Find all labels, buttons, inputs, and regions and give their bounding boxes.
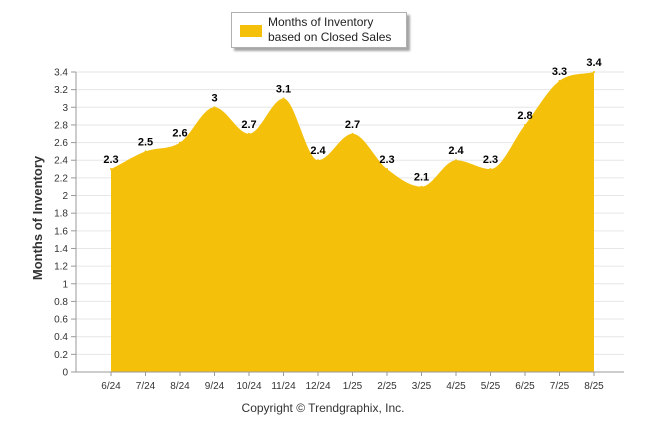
- x-tick-label: 11/24: [271, 381, 296, 392]
- legend-label: Months of Inventory based on Closed Sale…: [268, 15, 392, 44]
- data-label: 2.3: [483, 154, 498, 166]
- x-tick-label: 8/25: [584, 381, 604, 392]
- x-tick-label: 12/24: [305, 381, 330, 392]
- y-tick-label: 0.8: [54, 297, 68, 308]
- data-point: [248, 132, 250, 135]
- x-tick-label: 10/24: [236, 381, 261, 392]
- data-label: 2.3: [103, 154, 118, 166]
- chart-legend: Months of Inventory based on Closed Sale…: [231, 12, 407, 48]
- data-label: 3.4: [586, 57, 602, 69]
- y-tick-label: 2.4: [54, 156, 68, 167]
- y-tick-label: 1.2: [54, 262, 68, 273]
- data-label: 2.7: [241, 119, 256, 131]
- data-label: 2.7: [345, 119, 360, 131]
- y-tick-label: 0.6: [54, 315, 68, 326]
- data-point: [455, 159, 457, 162]
- legend-swatch: [240, 25, 262, 37]
- y-tick-label: 1.4: [54, 244, 68, 255]
- data-point: [282, 97, 285, 100]
- x-tick-label: 9/24: [205, 381, 225, 392]
- x-tick-label: 7/24: [136, 381, 156, 392]
- data-point: [213, 106, 216, 109]
- data-label: 2.1: [414, 172, 429, 184]
- area-series: [111, 72, 594, 372]
- data-labels: 2.3 2.5 2.6 3 2.7 3.1 2.4 2.7 2.3 2.1 2.4 2.3 2.8 3.3…: [103, 57, 603, 188]
- data-point: [420, 185, 423, 188]
- data-point: [386, 168, 388, 171]
- y-tick-label: 0.4: [54, 332, 68, 343]
- data-point: [317, 159, 319, 162]
- area-fill: [111, 72, 594, 372]
- y-tick-label: 2: [62, 191, 68, 202]
- x-tick-label: 6/24: [101, 381, 121, 392]
- data-point: [351, 132, 354, 135]
- x-tick-label: 5/25: [481, 381, 501, 392]
- data-label: 2.4: [310, 145, 326, 157]
- y-tick-label: 2.6: [54, 138, 68, 149]
- y-axis-title: Months of Inventory: [30, 155, 45, 280]
- data-point: [144, 150, 147, 153]
- data-label: 2.4: [448, 145, 464, 157]
- data-label: 3.3: [552, 66, 567, 78]
- x-tick-label: 4/25: [446, 381, 466, 392]
- data-label: 2.5: [138, 136, 153, 148]
- y-tick-label: 2.2: [54, 173, 68, 184]
- data-label: 3: [211, 92, 217, 104]
- x-tick-label: 7/25: [550, 381, 570, 392]
- x-tick-label: 1/25: [343, 381, 363, 392]
- y-tick-label: 0.2: [54, 350, 68, 361]
- data-point: [489, 168, 492, 171]
- x-tick-label: 6/25: [515, 381, 535, 392]
- x-tick-label: 8/24: [170, 381, 190, 392]
- x-tick-label: 3/25: [412, 381, 432, 392]
- data-label: 3.1: [276, 83, 291, 95]
- y-axis: 0 0.2 0.4 0.6 0.8 1 1.2 1.4 1.6 1.8 2 2.2 2.4 2.6 2.8 3…: [54, 68, 77, 379]
- x-tick-label: 2/25: [377, 381, 397, 392]
- data-point: [558, 79, 561, 82]
- y-tick-label: 3: [62, 103, 68, 114]
- y-tick-label: 3.4: [54, 68, 68, 79]
- y-tick-label: 2.8: [54, 120, 68, 131]
- y-tick-label: 1: [62, 279, 68, 290]
- data-point: [110, 168, 112, 171]
- x-axis: 6/24 7/24 8/24 9/24 10/24 11/24 12/24 1/25 2/25 3…: [76, 371, 624, 392]
- y-tick-label: 1.6: [54, 226, 68, 237]
- data-point: [179, 141, 181, 144]
- data-label: 2.8: [517, 110, 532, 122]
- data-label: 2.3: [379, 154, 394, 166]
- y-tick-label: 1.8: [54, 209, 68, 220]
- data-label: 2.6: [172, 128, 187, 140]
- copyright-text: Copyright © Trendgraphix, Inc.: [241, 401, 405, 415]
- y-tick-label: 3.2: [54, 85, 68, 96]
- data-point: [524, 123, 526, 126]
- y-tick-label: 0: [62, 368, 68, 379]
- data-point: [593, 71, 595, 73]
